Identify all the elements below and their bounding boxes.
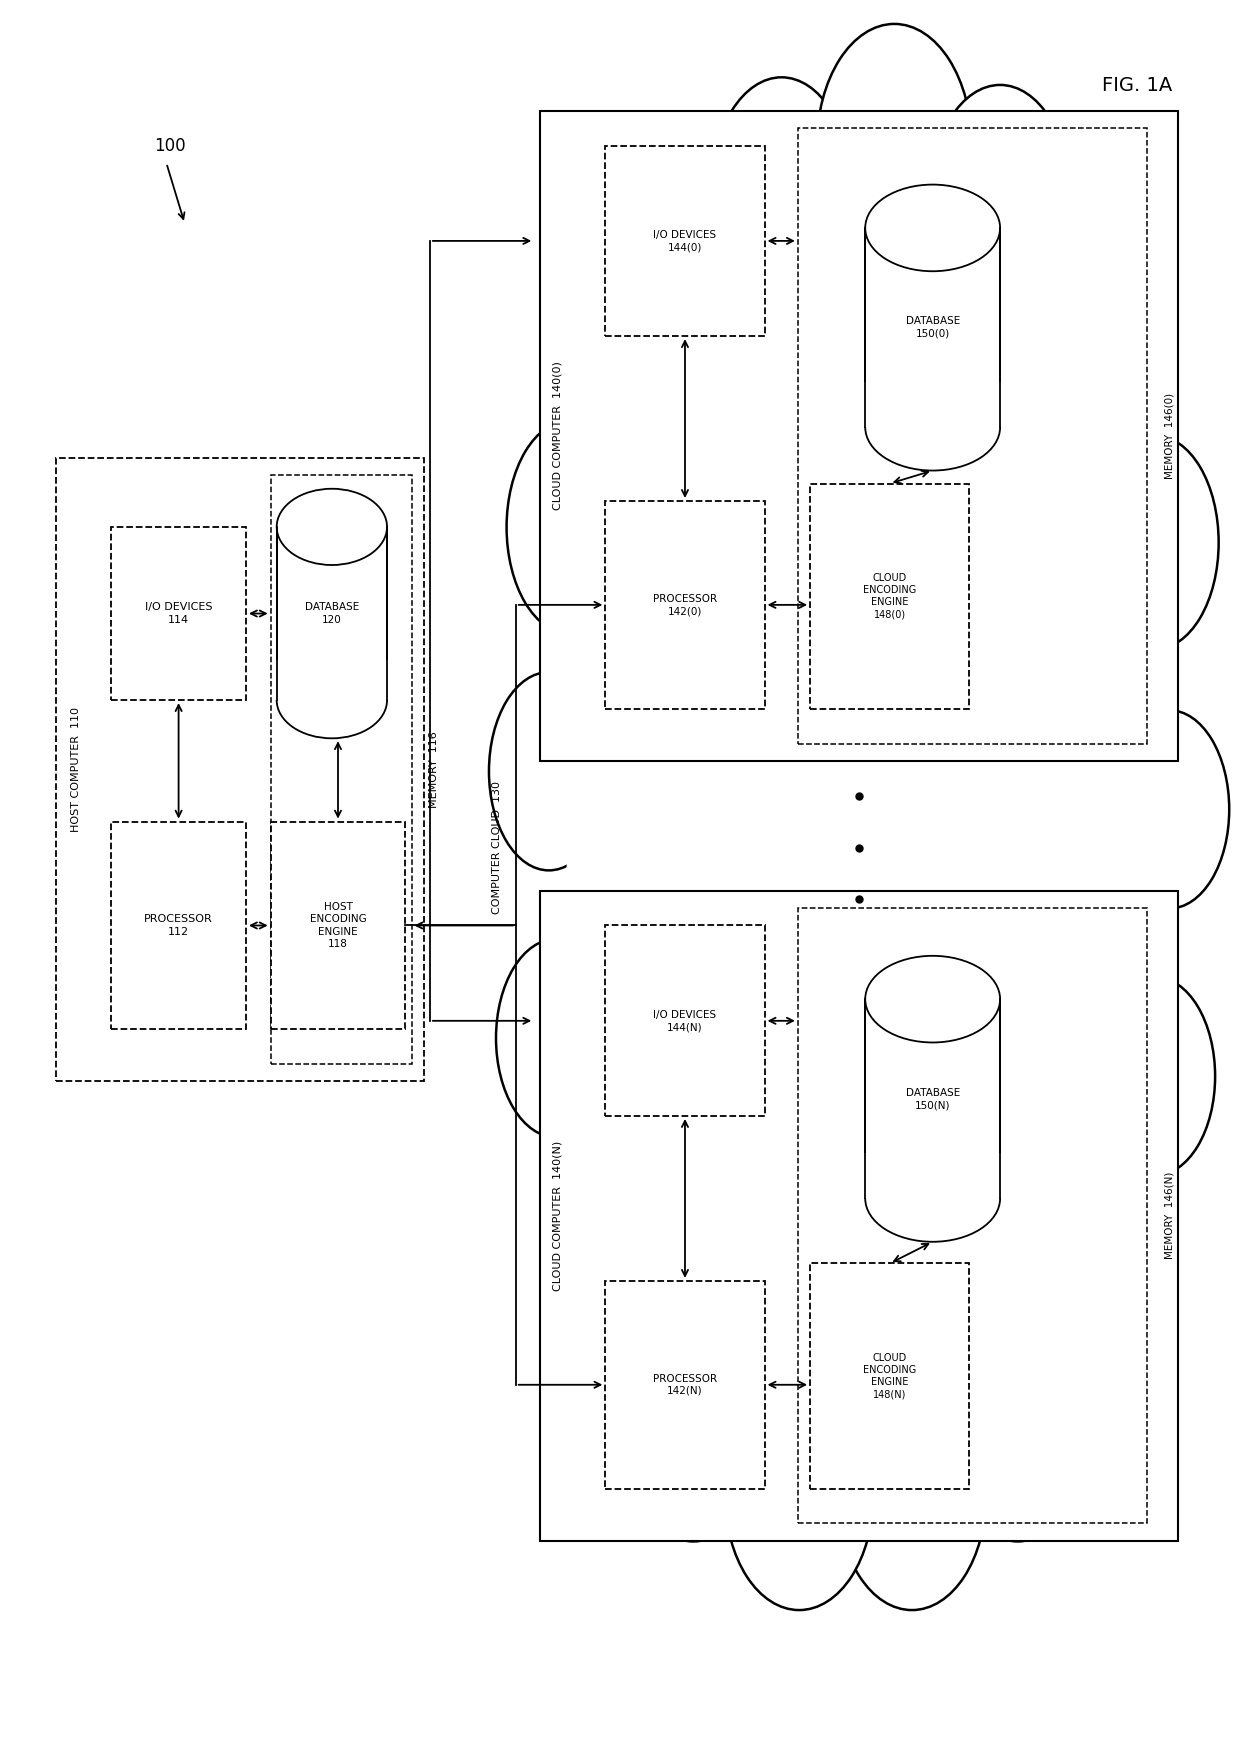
Bar (810, 484, 970, 709)
Text: CLOUD COMPUTER  140(0): CLOUD COMPUTER 140(0) (553, 362, 563, 510)
Ellipse shape (947, 1312, 1089, 1541)
Text: COMPUTER CLOUD  130: COMPUTER CLOUD 130 (492, 781, 502, 914)
Text: HOST COMPUTER  110: HOST COMPUTER 110 (71, 708, 81, 832)
Ellipse shape (507, 421, 634, 634)
Text: CLOUD COMPUTER  140(N): CLOUD COMPUTER 140(N) (553, 1141, 563, 1291)
Bar (277, 528, 387, 701)
Ellipse shape (866, 185, 1001, 271)
Ellipse shape (577, 222, 1141, 1473)
Ellipse shape (930, 86, 1070, 314)
Ellipse shape (277, 662, 387, 739)
Bar (270, 475, 412, 1064)
Bar (797, 908, 1147, 1523)
Ellipse shape (613, 192, 739, 405)
Ellipse shape (542, 1160, 668, 1373)
Bar (275, 660, 388, 701)
Bar (541, 891, 1178, 1541)
Ellipse shape (622, 1312, 764, 1541)
Ellipse shape (1091, 435, 1219, 650)
Ellipse shape (838, 1382, 986, 1611)
Bar (605, 1281, 765, 1488)
Text: PROCESSOR
112: PROCESSOR 112 (144, 914, 213, 936)
Text: I/O DEVICES
114: I/O DEVICES 114 (145, 603, 212, 625)
Text: CLOUD
ENCODING
ENGINE
148(0): CLOUD ENCODING ENGINE 148(0) (863, 573, 916, 620)
Ellipse shape (567, 199, 1152, 1495)
Text: FIG. 1A: FIG. 1A (1101, 77, 1172, 96)
Text: HOST
ENCODING
ENGINE
118: HOST ENCODING ENGINE 118 (310, 901, 366, 949)
Bar (810, 1263, 970, 1488)
Bar (605, 145, 765, 335)
Bar (866, 999, 1001, 1198)
Bar (112, 528, 246, 701)
Text: DATABASE
120: DATABASE 120 (305, 603, 360, 625)
Ellipse shape (1110, 711, 1229, 908)
Text: DATABASE
150(N): DATABASE 150(N) (905, 1088, 960, 1109)
Bar (864, 1153, 1002, 1198)
Ellipse shape (817, 24, 972, 267)
Bar (605, 926, 765, 1116)
Text: I/O DEVICES
144(0): I/O DEVICES 144(0) (653, 229, 717, 252)
Text: 100: 100 (154, 136, 186, 154)
Ellipse shape (496, 938, 616, 1137)
Bar (270, 821, 405, 1029)
Text: MEMORY  116: MEMORY 116 (429, 732, 439, 807)
Bar (866, 227, 1001, 428)
Bar (112, 821, 246, 1029)
Bar (797, 128, 1147, 744)
Ellipse shape (1049, 1183, 1177, 1396)
Text: MEMORY  146(0): MEMORY 146(0) (1164, 393, 1174, 479)
Text: PROCESSOR
142(0): PROCESSOR 142(0) (653, 594, 717, 617)
Text: CLOUD
ENCODING
ENGINE
148(N): CLOUD ENCODING ENGINE 148(N) (863, 1352, 916, 1399)
Text: DATABASE
150(0): DATABASE 150(0) (905, 316, 960, 339)
Ellipse shape (1095, 977, 1215, 1176)
Ellipse shape (489, 673, 609, 870)
Bar (605, 501, 765, 709)
Bar (541, 110, 1178, 762)
Ellipse shape (711, 77, 852, 306)
Ellipse shape (277, 489, 387, 564)
Ellipse shape (725, 1382, 873, 1611)
Text: I/O DEVICES
144(N): I/O DEVICES 144(N) (653, 1010, 717, 1032)
Bar (56, 458, 424, 1081)
Ellipse shape (1028, 192, 1156, 405)
Text: MEMORY  146(N): MEMORY 146(N) (1164, 1172, 1174, 1260)
Ellipse shape (866, 956, 1001, 1043)
Bar (864, 383, 1002, 428)
Text: PROCESSOR
142(N): PROCESSOR 142(N) (653, 1373, 717, 1396)
Ellipse shape (866, 1155, 1001, 1242)
Ellipse shape (866, 384, 1001, 470)
